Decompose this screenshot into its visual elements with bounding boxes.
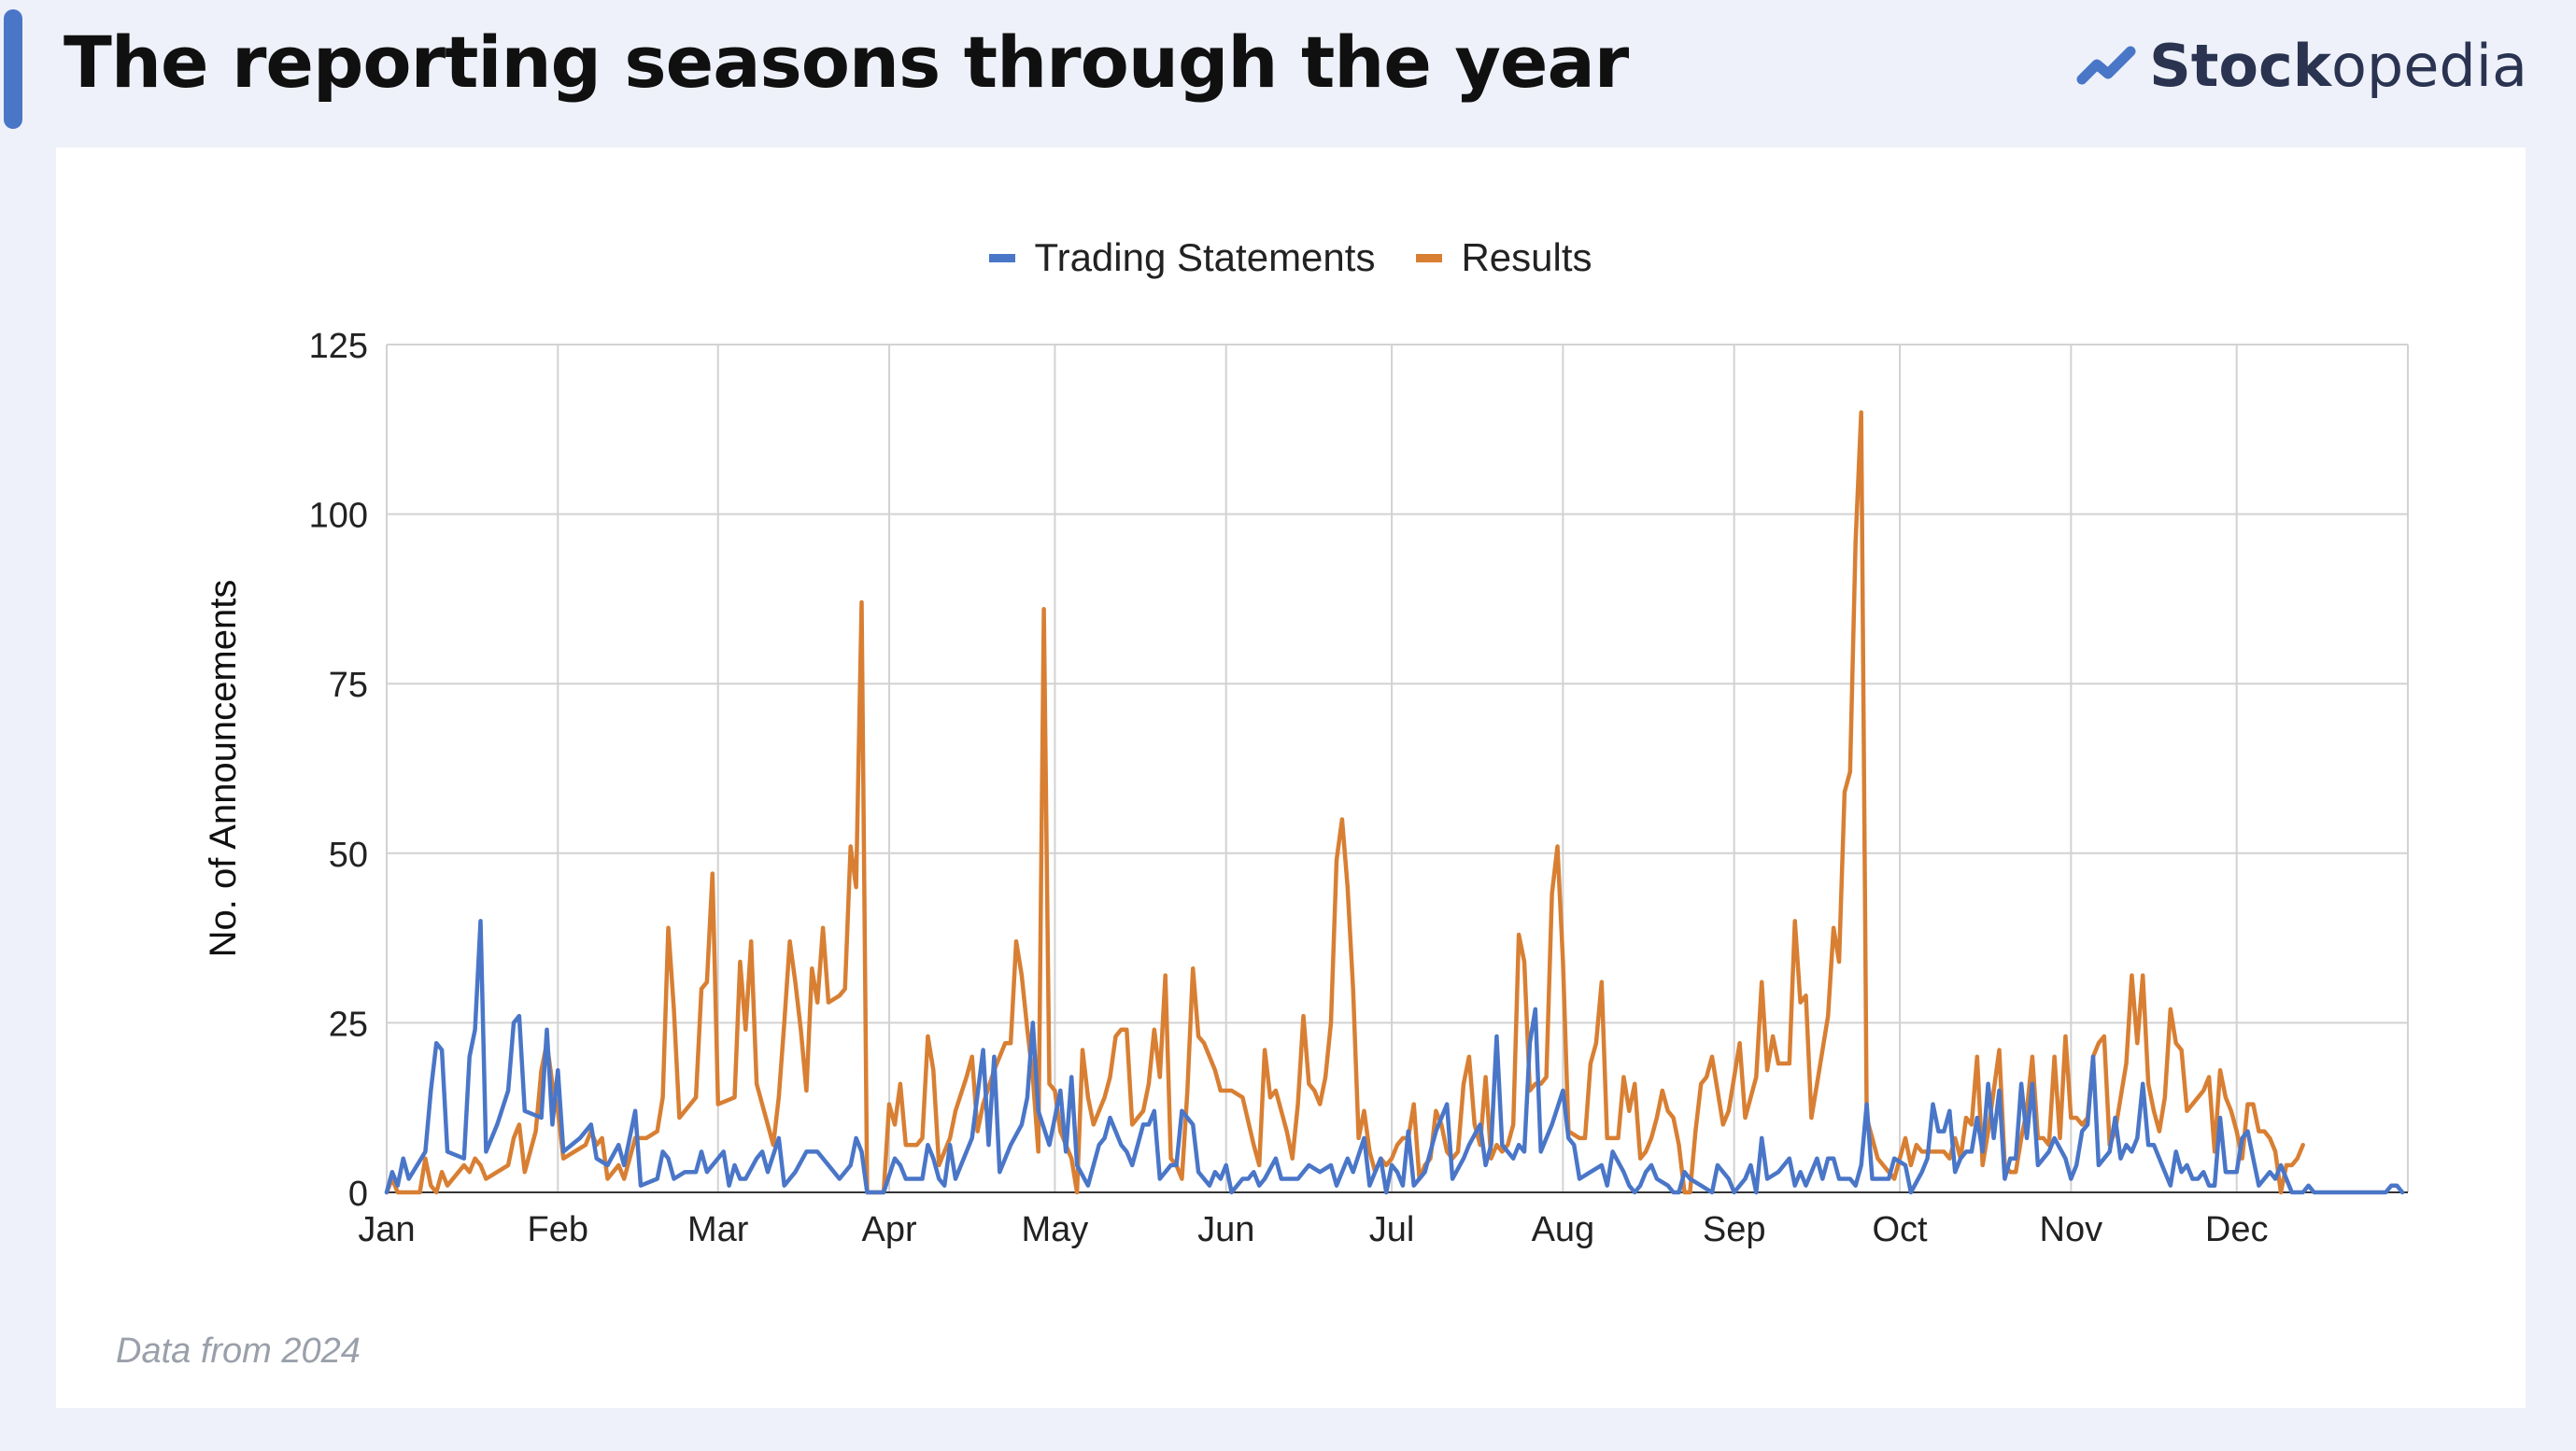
x-tick-label: Feb [528,1210,588,1249]
data-source-note: Data from 2024 [116,1331,361,1371]
x-tick-label: Jul [1369,1210,1415,1249]
x-tick-label: Nov [2040,1210,2103,1249]
x-tick-label: Jan [358,1210,415,1249]
grid-layer [386,344,2409,1193]
series-layer [384,410,2405,1195]
series-line-results [384,410,2305,1195]
legend-item-results[interactable]: Results [1416,235,1592,280]
y-axis-title: No. of Announcements [203,580,244,958]
series-line-trading-statements [384,919,2405,1195]
legend-swatch-trading-statements [989,253,1016,262]
x-tick-label: Mar [687,1210,749,1249]
trend-arrow-icon [2076,46,2136,85]
x-tick-label: Sep [1703,1210,1766,1249]
label-layer: 0 25 50 75 100 125 Jan Feb Mar Apr May Jun Jul Aug Sep… [203,327,2268,1249]
y-tick-label: 0 [348,1175,368,1214]
x-tick-label: May [1022,1210,1089,1249]
page-title: The reporting seasons through the year [64,21,1629,104]
x-tick-label: Dec [2205,1210,2269,1249]
title-accent-bar [4,9,22,129]
legend-item-trading-statements[interactable]: Trading Statements [989,235,1375,280]
line-chart: 0 25 50 75 100 125 Jan Feb Mar Apr May Jun Jul Aug Sep… [203,327,2409,1249]
brand-logo: Stockopedia [2076,28,2527,103]
brand-name: Stockopedia [2149,32,2527,100]
chart-legend: Trading Statements Results [56,235,2526,280]
brand-name-light: opedia [2330,31,2527,100]
y-tick-label: 75 [329,666,368,705]
y-tick-label: 50 [329,836,368,875]
y-tick-label: 100 [309,497,368,536]
x-tick-label: Oct [1872,1210,1928,1249]
chart-card: Trading Statements Results 0 25 50 75 100 125… [56,148,2526,1408]
y-tick-label: 125 [309,327,368,366]
legend-label-results: Results [1461,235,1592,279]
legend-swatch-results [1416,253,1443,262]
x-tick-label: Apr [861,1210,916,1249]
brand-name-strong: Stock [2149,31,2331,100]
x-tick-label: Jun [1197,1210,1254,1249]
x-tick-label: Aug [1532,1210,1595,1249]
y-tick-label: 25 [329,1005,368,1044]
legend-label-trading-statements: Trading Statements [1034,235,1376,279]
